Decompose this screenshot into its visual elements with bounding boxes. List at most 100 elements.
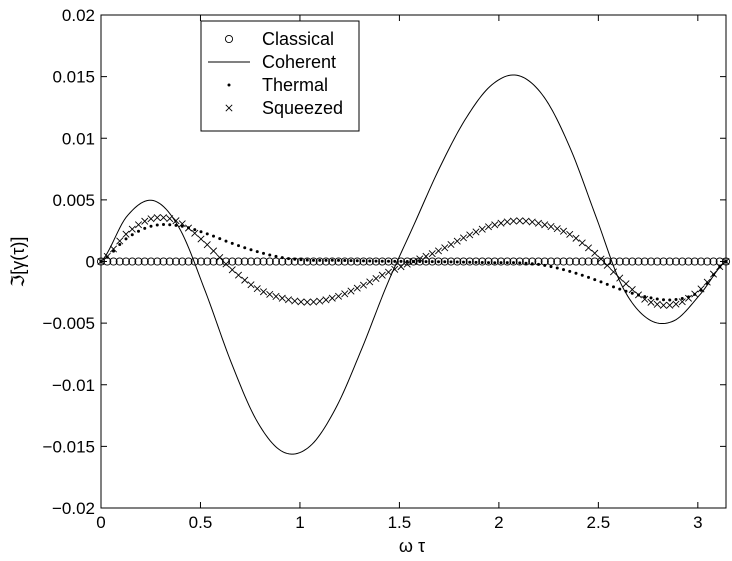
data-point	[428, 250, 436, 258]
data-point	[722, 257, 730, 266]
cross-stroke	[153, 214, 161, 222]
data-point	[284, 296, 293, 304]
data-point	[224, 239, 228, 243]
data-point	[262, 251, 265, 255]
series-line	[100, 74, 727, 455]
data-point	[416, 255, 424, 263]
data-point	[674, 297, 678, 301]
data-point	[380, 259, 384, 263]
data-point	[628, 286, 636, 294]
data-point	[303, 257, 312, 266]
cross-stroke	[122, 230, 130, 238]
data-point	[334, 292, 343, 300]
data-point	[503, 218, 511, 226]
data-point	[509, 217, 518, 225]
cross-stroke	[128, 225, 136, 233]
data-point	[353, 257, 362, 266]
legend-marker-swatch	[227, 83, 231, 87]
data-point	[449, 260, 453, 264]
cross-stroke	[616, 274, 624, 282]
cross-stroke	[447, 240, 455, 248]
cross-stroke	[578, 239, 586, 247]
data-point	[643, 295, 647, 299]
data-point	[305, 258, 309, 262]
cross-stroke	[247, 281, 255, 289]
data-point	[524, 261, 528, 265]
data-point	[441, 244, 449, 252]
data-point	[234, 271, 243, 279]
legend-label: Classical	[262, 29, 334, 49]
cross-stroke	[459, 234, 468, 242]
data-point	[221, 257, 231, 266]
cross-stroke	[209, 247, 218, 255]
data-point	[228, 266, 236, 274]
legend-label: Coherent	[262, 52, 336, 72]
data-point	[609, 268, 618, 276]
data-point	[280, 256, 284, 260]
data-point	[293, 257, 297, 261]
cross-stroke	[484, 223, 493, 231]
data-point	[703, 278, 711, 286]
legend-marker-swatch	[224, 34, 234, 44]
data-point	[103, 252, 111, 260]
data-point	[572, 234, 580, 242]
data-point	[621, 257, 631, 266]
legend-item-classical: Classical	[224, 29, 334, 49]
data-point	[465, 257, 474, 266]
data-point	[565, 257, 574, 266]
data-point	[653, 257, 662, 266]
cross-stroke	[541, 221, 549, 229]
cross-stroke	[634, 291, 643, 299]
cross-stroke	[516, 217, 524, 225]
cross-stroke	[441, 244, 449, 252]
data-point	[509, 257, 518, 266]
data-point	[196, 257, 206, 266]
cross-stroke	[366, 278, 374, 286]
cross-stroke	[359, 281, 368, 289]
cross-stroke	[434, 247, 443, 255]
data-point	[384, 268, 393, 276]
data-point	[171, 257, 181, 266]
data-point	[349, 259, 353, 263]
data-point	[149, 224, 153, 228]
cross-stroke	[159, 214, 168, 222]
data-point	[480, 261, 484, 265]
data-point	[96, 257, 106, 266]
data-point	[216, 254, 224, 262]
data-point	[424, 260, 428, 264]
data-point	[453, 237, 461, 245]
data-point	[197, 235, 205, 243]
data-point	[668, 298, 672, 302]
data-point	[355, 259, 359, 263]
data-point	[515, 257, 524, 266]
cross-stroke	[378, 271, 386, 279]
data-point	[684, 294, 693, 302]
cross-stroke	[597, 255, 605, 263]
data-point	[518, 261, 522, 265]
data-point	[184, 224, 193, 232]
cross-stroke	[259, 288, 268, 296]
data-point	[193, 228, 197, 232]
cross-stroke	[334, 292, 343, 300]
data-point	[666, 301, 674, 309]
legend: Classical Coherent Thermal Squeezed	[200, 20, 360, 132]
cross-stroke	[491, 221, 499, 229]
data-point	[155, 223, 159, 227]
legend-label: Squeezed	[262, 98, 343, 118]
data-point	[709, 257, 718, 266]
data-point	[603, 261, 611, 269]
data-point	[471, 257, 481, 266]
data-point	[437, 260, 440, 264]
data-point	[597, 255, 605, 263]
data-point	[296, 257, 306, 266]
data-point	[665, 257, 674, 266]
data-point	[334, 257, 343, 266]
cross-stroke	[722, 257, 730, 266]
cross-stroke	[528, 218, 536, 226]
cross-stroke	[116, 237, 124, 245]
cross-stroke	[216, 254, 224, 262]
data-point	[672, 300, 680, 308]
data-point	[659, 257, 668, 266]
cross-stroke	[703, 278, 711, 286]
data-point	[584, 257, 593, 266]
